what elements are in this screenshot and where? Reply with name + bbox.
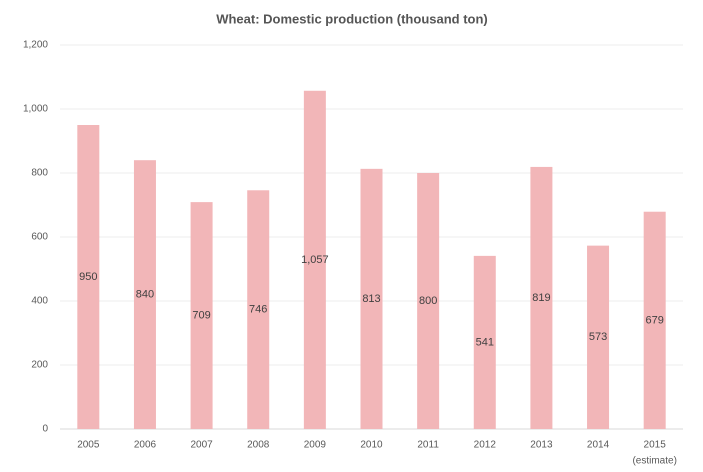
y-tick-label: 200: [31, 360, 48, 371]
x-tick-label: 2006: [134, 440, 157, 451]
bar: [417, 173, 440, 429]
bar: [190, 202, 213, 429]
bar: [587, 245, 610, 429]
x-tick-label: 2014: [587, 440, 610, 451]
x-tick-label: 2009: [304, 440, 327, 451]
y-tick-label: 400: [31, 296, 48, 307]
y-tick-label: 1,000: [23, 104, 48, 115]
data-label: 950: [79, 271, 97, 283]
bar: [360, 168, 383, 429]
x-tick-label: 2015: [644, 440, 667, 451]
x-tick-label: 2013: [530, 440, 553, 451]
bar: [77, 125, 100, 429]
annotation: (estimate): [632, 456, 676, 467]
bar: [530, 166, 553, 430]
data-label: 1,057: [301, 254, 329, 266]
x-tick-label: 2010: [360, 440, 383, 451]
data-label: 541: [476, 336, 494, 348]
data-label: 800: [419, 295, 437, 307]
data-label: 813: [362, 293, 380, 305]
x-tick-label: 2011: [417, 440, 439, 451]
data-label: 840: [136, 289, 154, 301]
x-tick-label: 2008: [247, 440, 270, 451]
y-tick-label: 600: [31, 232, 48, 243]
data-label: 819: [532, 292, 550, 304]
chart-title: Wheat: Domestic production (thousand ton…: [216, 11, 488, 26]
bar: [473, 255, 496, 429]
data-label: 709: [192, 309, 210, 321]
x-tick-label: 2005: [77, 440, 100, 451]
bar: [133, 160, 156, 429]
data-label: 573: [589, 331, 607, 343]
x-tick-label: 2007: [190, 440, 213, 451]
y-tick-label: 1,200: [23, 40, 48, 51]
bar: [247, 190, 270, 429]
y-tick-label: 800: [31, 168, 48, 179]
bar: [303, 90, 326, 429]
data-label: 746: [249, 304, 267, 316]
y-tick-label: 0: [42, 424, 48, 435]
x-tick-label: 2012: [474, 440, 497, 451]
bar: [643, 211, 666, 429]
data-label: 679: [646, 314, 664, 326]
